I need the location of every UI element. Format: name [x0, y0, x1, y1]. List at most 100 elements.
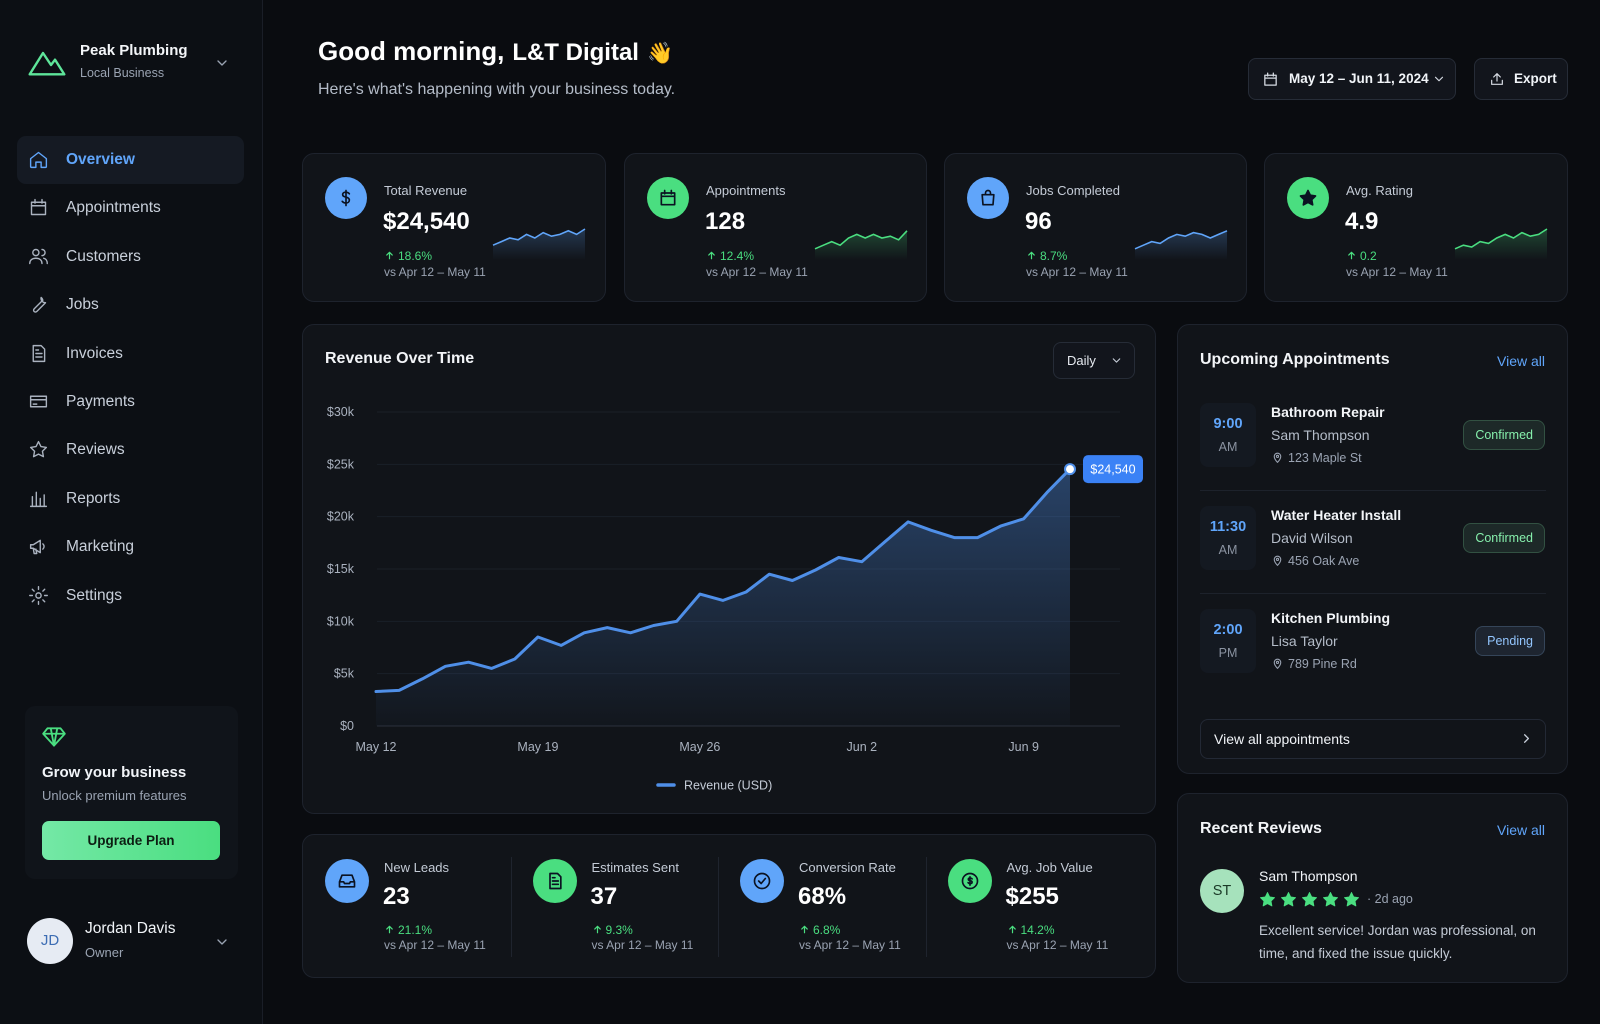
icon-path [29, 441, 48, 458]
appointment-period: PM [1218, 646, 1238, 660]
nav-item[interactable]: Reviews [17, 426, 244, 474]
time-box: 2:00 PM [1200, 609, 1256, 673]
icon-path [32, 344, 46, 362]
kpi-label: Jobs Completed [1026, 183, 1120, 198]
icon [29, 248, 48, 264]
nav-item[interactable]: Payments [17, 378, 244, 426]
divider [925, 857, 927, 957]
date-range-button[interactable]: May 12 – Jun 11, 2024 [1248, 58, 1456, 100]
appointment-title: Bathroom Repair [1271, 404, 1385, 420]
nav-item[interactable]: Settings [17, 572, 244, 620]
icon [961, 872, 978, 890]
icon-path [1264, 72, 1277, 86]
icon-path [29, 491, 48, 507]
icon [32, 296, 47, 313]
user-name: Jordan Davis [85, 920, 176, 937]
metric-label: Estimates Sent [591, 860, 679, 875]
divider [1200, 593, 1546, 594]
kpi-label: Avg. Rating [1346, 183, 1413, 198]
export-text: Export [1514, 71, 1557, 86]
kpi-value: 4.9 [1345, 208, 1379, 235]
highlight-point [1064, 463, 1076, 476]
user-avatar: JD [27, 918, 73, 964]
icon [338, 874, 356, 888]
nav-item[interactable]: Customers [17, 233, 244, 281]
nav-item[interactable]: Jobs [17, 281, 244, 329]
nav-item[interactable]: Marketing [17, 523, 244, 571]
sparkline [1454, 228, 1548, 260]
icon [1273, 658, 1282, 669]
y-tick-label: $10k [327, 614, 355, 628]
appointments-view-all[interactable]: View all [1497, 353, 1545, 369]
appointment-time: 11:30 [1209, 519, 1247, 535]
icon-path [593, 925, 601, 934]
nav-label: Overview [66, 151, 135, 168]
metric-change: 9.3% [605, 923, 633, 937]
appointment-customer: David Wilson [1271, 530, 1353, 546]
icon [386, 925, 393, 934]
view-all-appointments[interactable]: View all appointments [1200, 719, 1546, 759]
appointment-customer: Sam Thompson [1271, 427, 1370, 443]
metric-value: $255 [1005, 883, 1059, 910]
icon [1008, 925, 1016, 934]
nav-label: Payments [66, 393, 135, 410]
metrics-card: New Leads 23 21.1% vs Apr 12 – May 11 Estima… [302, 834, 1156, 978]
upgrade-button[interactable]: Upgrade Plan [42, 821, 220, 860]
appointment-period: AM [1218, 440, 1238, 454]
icon [1273, 555, 1282, 566]
kpi-icon [1287, 177, 1329, 219]
kpi-value: 128 [705, 208, 746, 235]
icon-path [1322, 891, 1339, 907]
revenue-chart: $0 $5k $10k $15k $20k $25k $30k May 12 May 19 May… [327, 405, 1143, 793]
metric-value: 37 [590, 883, 618, 910]
metric-value: 23 [383, 883, 410, 910]
icon-path [386, 251, 393, 260]
icon [1322, 891, 1339, 907]
organization: L&T Digital [512, 39, 639, 66]
metric-label: Avg. Job Value [1006, 860, 1093, 875]
icon [1280, 891, 1297, 907]
appointment-address: 123 Maple St [1288, 451, 1362, 465]
icon-path [338, 874, 356, 888]
x-tick-label: May 26 [679, 740, 720, 754]
appointment-address: 789 Pine Rd [1288, 657, 1357, 671]
chart-title: Revenue Over Time [325, 350, 475, 367]
icon [29, 395, 48, 408]
sparkline-area [1455, 229, 1547, 260]
metric-change: 6.8% [813, 923, 841, 937]
time-box: 9:00 AM [1200, 403, 1256, 467]
icon [42, 727, 66, 747]
appointment-title: Water Heater Install [1271, 507, 1402, 523]
nav-label: Jobs [66, 296, 99, 314]
icon-path [1524, 734, 1529, 743]
view-all-appointments-text: View all appointments [1214, 731, 1350, 747]
nav-item[interactable]: Appointments [17, 184, 244, 232]
icon-path [29, 248, 48, 264]
icon [548, 872, 562, 890]
icon-path [981, 189, 995, 206]
export-button[interactable]: Export [1474, 58, 1568, 100]
status-pill: Confirmed [1463, 523, 1545, 553]
y-tick-label: $5k [334, 667, 355, 681]
sparkline-area [815, 230, 907, 260]
nav-item[interactable]: Invoices [17, 330, 244, 378]
kpi-period: vs Apr 12 – May 11 [1026, 265, 1128, 279]
nav-item[interactable]: Overview [17, 136, 244, 184]
icon-path [708, 251, 715, 260]
kpi-icon [967, 177, 1009, 219]
icon [30, 199, 47, 216]
icon [1273, 452, 1282, 463]
x-tick-label: Jun 9 [1008, 740, 1039, 754]
sparkline-line [1454, 228, 1548, 250]
icon-path [1280, 891, 1297, 907]
icon-path [386, 925, 393, 934]
icon-path [1491, 73, 1503, 85]
icon-path [217, 60, 227, 66]
divider [718, 857, 719, 957]
promo-subtitle: Unlock premium features [42, 788, 187, 803]
metric-icon [532, 859, 577, 903]
interval-dropdown[interactable]: Daily [1053, 342, 1135, 379]
y-tick-label: $15k [327, 562, 355, 576]
nav-item[interactable]: Reports [17, 475, 244, 523]
reviews-view-all[interactable]: View all [1497, 822, 1545, 838]
